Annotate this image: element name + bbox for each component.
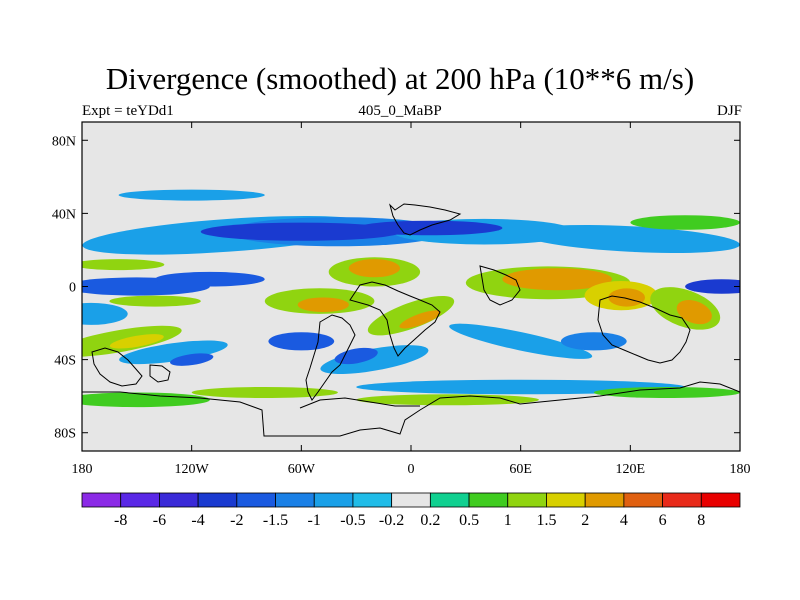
- lat-label: 80N: [52, 134, 76, 149]
- colorbar-box: [197, 492, 238, 508]
- divergence-region-5: [356, 220, 503, 236]
- divergence-region-17: [502, 268, 612, 291]
- lat-label: 80S: [54, 427, 76, 442]
- colorbar: -8 -6 -4 -2 -1.5 -1 -0.5 -0.2 0.2 0.5 1 1.5 2 4 6 8: [81, 492, 741, 529]
- divergence-region-38: [82, 302, 128, 325]
- divergence-region-11: [348, 259, 400, 278]
- divergence-region-37: [560, 332, 627, 351]
- colorbar-box: [546, 492, 586, 508]
- colorbar-box: [700, 492, 741, 508]
- divergence-region-3: [520, 224, 740, 254]
- latitude-axis: 80N 40N 0 40S 80S: [52, 134, 740, 442]
- colorbar-box: [429, 492, 470, 508]
- coastlines: [82, 203, 741, 437]
- plot-title: Divergence (smoothed) at 200 hPa (10**6 …: [105, 61, 695, 96]
- divergence-region-7: [155, 271, 265, 287]
- colorbar-box: [391, 492, 431, 508]
- coastline-antarctica: [82, 381, 741, 437]
- colorbar-box: [81, 492, 122, 508]
- coastline-antarctic-peninsula: [299, 397, 420, 409]
- divergence-region-30: [82, 392, 210, 408]
- coastline-africa: [349, 281, 441, 357]
- colorbar-label: 0.5: [459, 512, 479, 529]
- divergence-region-27: [334, 347, 378, 365]
- colorbar-box: [352, 492, 393, 508]
- colorbar-label: 0.2: [420, 512, 440, 529]
- divergence-region-35: [118, 189, 265, 201]
- colorbar-box: [313, 492, 354, 508]
- colorbar-box: [584, 492, 625, 508]
- colorbar-label: -0.5: [340, 512, 365, 529]
- colorbar-label: 6: [659, 512, 667, 529]
- colorbar-box: [468, 492, 509, 508]
- divergence-region-34: [630, 215, 740, 230]
- divergence-region-31: [191, 387, 338, 398]
- colorbar-box: [662, 492, 702, 508]
- longitude-axis: 180 120W 60W 0 60E 120E 180: [72, 122, 751, 477]
- lat-label: 0: [69, 281, 76, 296]
- colorbar-label: 8: [697, 512, 705, 529]
- divergence-region-19: [608, 288, 645, 307]
- colorbar-box: [623, 492, 663, 508]
- divergence-region-4: [200, 222, 402, 241]
- coastline-sh-island-small: [149, 364, 171, 383]
- colorbar-label: -2: [230, 512, 243, 529]
- lon-label: 120W: [175, 462, 210, 477]
- lat-label: 40S: [54, 354, 76, 369]
- colorbar-box: [120, 492, 160, 508]
- colorbar-label: -6: [153, 512, 166, 529]
- divergence-region-33: [593, 387, 740, 398]
- colorbar-label: -0.2: [379, 512, 404, 529]
- colorbar-label: 1.5: [537, 512, 557, 529]
- colorbar-label: 4: [620, 512, 628, 529]
- lon-label: 180: [72, 462, 93, 477]
- divergence-field: [82, 122, 740, 451]
- colorbar-label: -8: [114, 512, 127, 529]
- divergence-region-13: [297, 297, 349, 313]
- divergence-region-25: [169, 353, 214, 366]
- colorbar-box: [507, 492, 547, 508]
- season-label: DJF: [716, 103, 742, 119]
- coastline-australia: [597, 295, 691, 364]
- divergence-region-36: [268, 332, 335, 351]
- coastline-south-america: [305, 314, 356, 401]
- divergence-region-28: [449, 323, 593, 359]
- divergence-region-39: [685, 279, 740, 294]
- divergence-region-15: [399, 310, 441, 329]
- experiment-label: Expt = teYDd1: [82, 103, 174, 119]
- lon-label: 60E: [509, 462, 532, 477]
- lon-label: 0: [408, 462, 415, 477]
- divergence-region-32: [356, 394, 539, 406]
- colorbar-box: [159, 492, 199, 508]
- colorbar-box: [275, 492, 315, 508]
- run-label: 405_0_MaBP: [358, 103, 442, 119]
- colorbar-label: 2: [581, 512, 589, 529]
- coastline-sh-island-west: [91, 347, 143, 387]
- divergence-region-23: [109, 334, 164, 349]
- coastline-arabia: [479, 265, 521, 306]
- colorbar-label: -1: [308, 512, 321, 529]
- divergence-region-8: [82, 259, 165, 271]
- lon-label: 180: [730, 462, 751, 477]
- lat-label: 40N: [52, 207, 76, 222]
- divergence-region-24: [119, 340, 228, 365]
- colorbar-label: -1.5: [263, 512, 288, 529]
- colorbar-box: [236, 492, 276, 508]
- lon-label: 120E: [616, 462, 646, 477]
- divergence-region-9: [109, 295, 201, 307]
- lon-label: 60W: [288, 462, 316, 477]
- divergence-region-21: [676, 300, 712, 325]
- colorbar-label: 1: [504, 512, 512, 529]
- colorbar-label: -4: [191, 512, 204, 529]
- coastline-europe-mediterranean: [389, 203, 462, 236]
